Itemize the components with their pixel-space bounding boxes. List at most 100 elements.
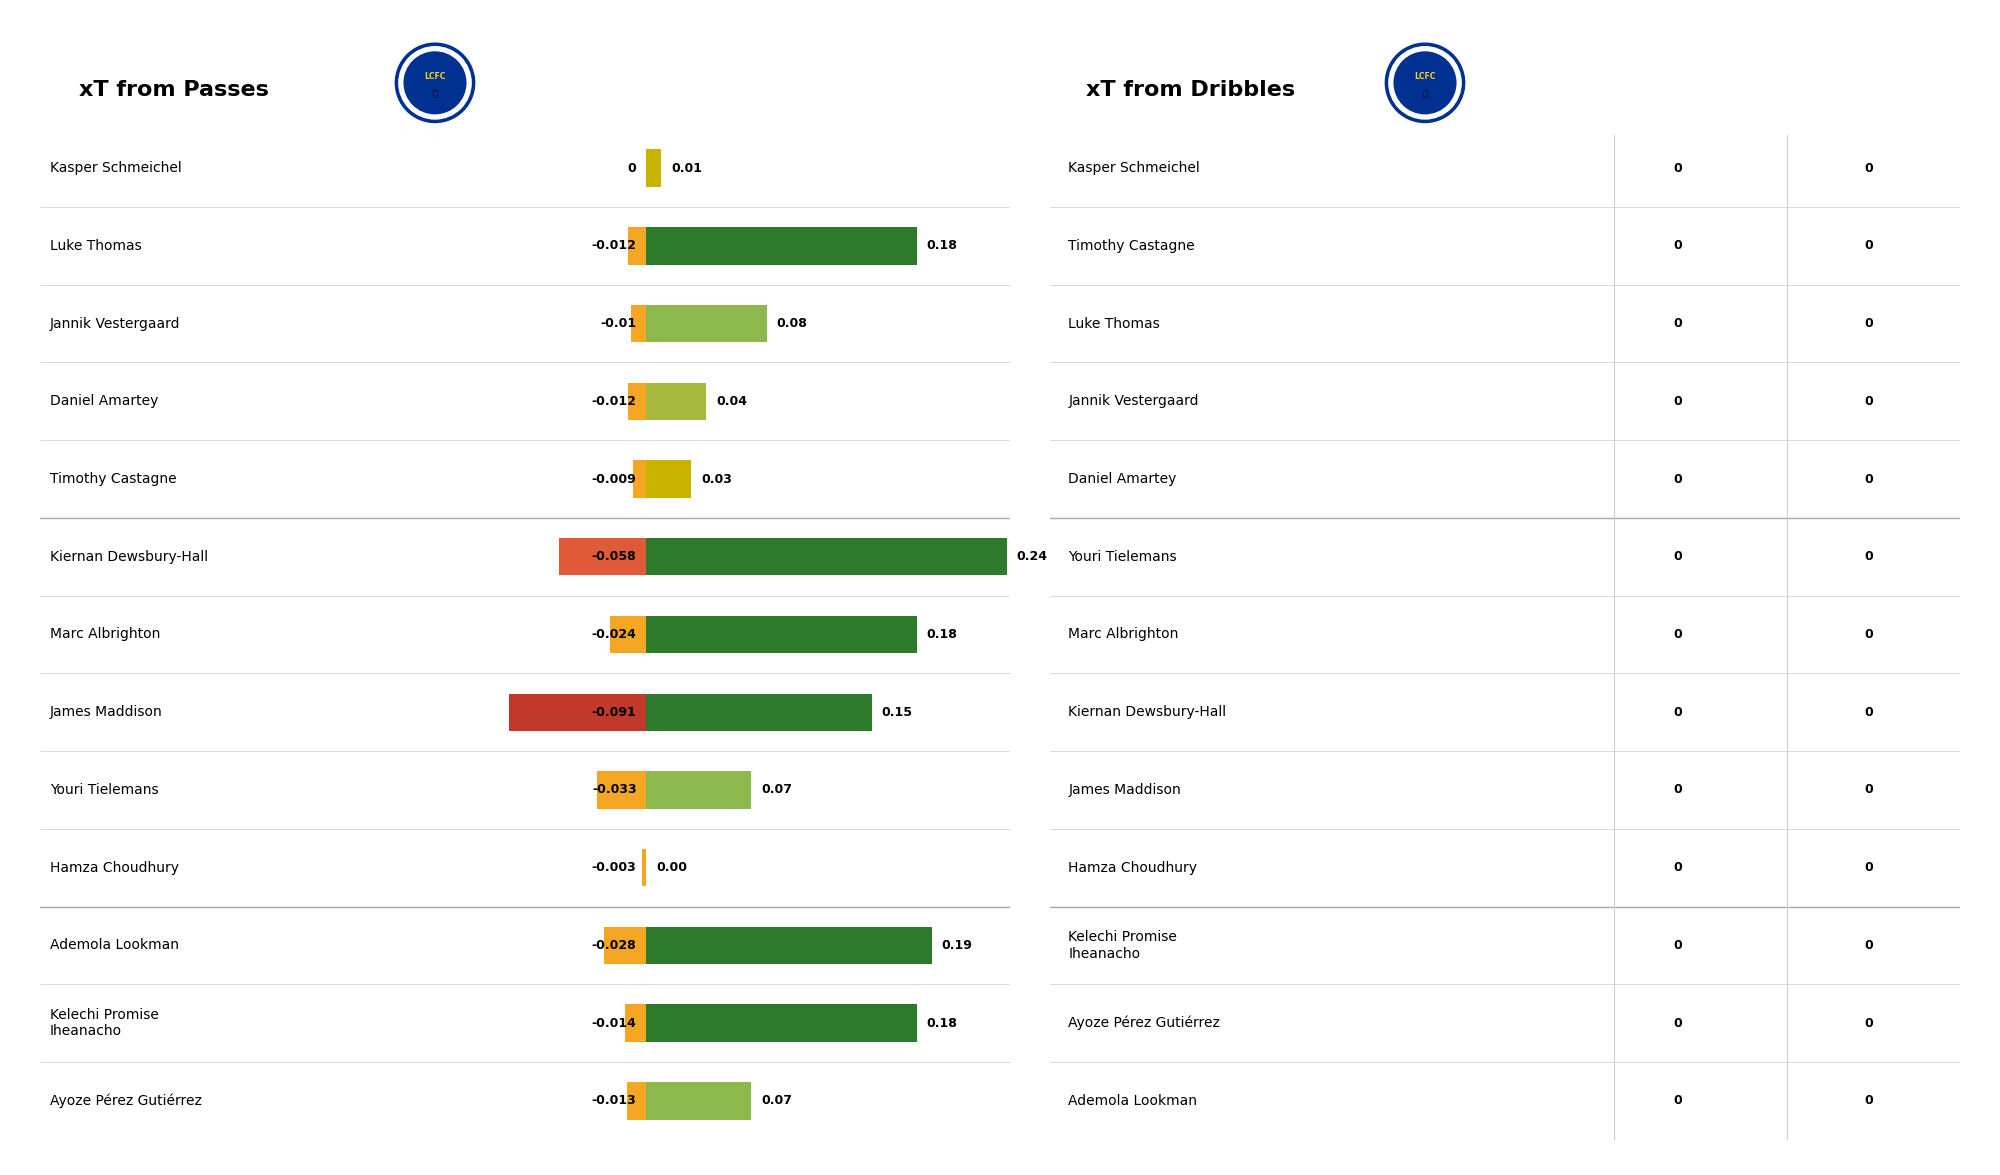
Text: Youri Tielemans: Youri Tielemans bbox=[1068, 550, 1176, 564]
Text: 0: 0 bbox=[1864, 627, 1874, 642]
Bar bbox=[646, 227, 916, 264]
Text: 0: 0 bbox=[628, 162, 636, 175]
Text: 0: 0 bbox=[1864, 550, 1874, 563]
Text: ⚽: ⚽ bbox=[432, 89, 438, 99]
Text: Daniel Amartey: Daniel Amartey bbox=[50, 395, 158, 408]
Bar bbox=[510, 693, 646, 731]
Circle shape bbox=[396, 43, 474, 122]
Text: Hamza Choudhury: Hamza Choudhury bbox=[50, 861, 178, 874]
Text: Ayoze Pérez Gutiérrez: Ayoze Pérez Gutiérrez bbox=[50, 1094, 202, 1108]
Bar bbox=[604, 927, 646, 964]
Text: Kasper Schmeichel: Kasper Schmeichel bbox=[1068, 161, 1200, 175]
Text: -0.033: -0.033 bbox=[592, 784, 636, 797]
Text: ⚽: ⚽ bbox=[1422, 89, 1428, 99]
Text: 0.08: 0.08 bbox=[776, 317, 808, 330]
FancyBboxPatch shape bbox=[20, 12, 1030, 1163]
Text: -0.024: -0.024 bbox=[592, 627, 636, 642]
Text: Luke Thomas: Luke Thomas bbox=[1068, 316, 1160, 330]
Bar bbox=[646, 383, 706, 419]
Bar bbox=[646, 616, 916, 653]
Text: Jannik Vestergaard: Jannik Vestergaard bbox=[50, 316, 180, 330]
Text: 0.18: 0.18 bbox=[926, 1016, 958, 1029]
Bar bbox=[626, 1082, 646, 1120]
Text: Marc Albrighton: Marc Albrighton bbox=[50, 627, 160, 642]
Bar bbox=[628, 383, 646, 419]
Bar bbox=[642, 850, 646, 886]
Text: 0: 0 bbox=[1674, 939, 1682, 952]
Text: 0: 0 bbox=[1674, 317, 1682, 330]
Text: -0.01: -0.01 bbox=[600, 317, 636, 330]
Text: 0.18: 0.18 bbox=[926, 240, 958, 253]
Text: 0: 0 bbox=[1674, 1094, 1682, 1107]
Text: 0: 0 bbox=[1674, 550, 1682, 563]
Text: 0: 0 bbox=[1864, 1094, 1874, 1107]
Text: Kiernan Dewsbury-Hall: Kiernan Dewsbury-Hall bbox=[1068, 705, 1226, 719]
Text: -0.028: -0.028 bbox=[592, 939, 636, 952]
Text: 0.00: 0.00 bbox=[656, 861, 686, 874]
Text: 0.07: 0.07 bbox=[762, 784, 792, 797]
Text: -0.012: -0.012 bbox=[592, 240, 636, 253]
Text: -0.003: -0.003 bbox=[592, 861, 636, 874]
Text: 0: 0 bbox=[1864, 395, 1874, 408]
Text: xT from Dribbles: xT from Dribbles bbox=[1086, 80, 1296, 100]
Bar bbox=[646, 927, 932, 964]
Circle shape bbox=[1394, 52, 1456, 114]
Text: 0: 0 bbox=[1674, 395, 1682, 408]
Text: 0.18: 0.18 bbox=[926, 627, 958, 642]
Text: Kelechi Promise
Iheanacho: Kelechi Promise Iheanacho bbox=[1068, 931, 1178, 960]
Text: Kiernan Dewsbury-Hall: Kiernan Dewsbury-Hall bbox=[50, 550, 208, 564]
Text: -0.012: -0.012 bbox=[592, 395, 636, 408]
Bar bbox=[632, 461, 646, 498]
Text: Marc Albrighton: Marc Albrighton bbox=[1068, 627, 1178, 642]
Text: Ademola Lookman: Ademola Lookman bbox=[1068, 1094, 1198, 1108]
Text: 0: 0 bbox=[1674, 1016, 1682, 1029]
Bar bbox=[646, 1005, 916, 1042]
Text: 0.15: 0.15 bbox=[882, 706, 912, 719]
Text: 0: 0 bbox=[1674, 472, 1682, 485]
Text: LCFC: LCFC bbox=[1414, 72, 1436, 81]
Bar bbox=[596, 771, 646, 808]
Circle shape bbox=[1386, 43, 1464, 122]
Text: Hamza Choudhury: Hamza Choudhury bbox=[1068, 861, 1198, 874]
Text: -0.091: -0.091 bbox=[592, 706, 636, 719]
Circle shape bbox=[404, 52, 466, 114]
Bar bbox=[626, 1005, 646, 1042]
Text: 0.19: 0.19 bbox=[942, 939, 972, 952]
Text: -0.013: -0.013 bbox=[592, 1094, 636, 1107]
Text: 0: 0 bbox=[1864, 240, 1874, 253]
Text: Jannik Vestergaard: Jannik Vestergaard bbox=[1068, 395, 1198, 408]
Text: 0.03: 0.03 bbox=[702, 472, 732, 485]
Bar bbox=[646, 306, 766, 342]
Text: Luke Thomas: Luke Thomas bbox=[50, 239, 142, 253]
Text: 0: 0 bbox=[1864, 1016, 1874, 1029]
Text: Daniel Amartey: Daniel Amartey bbox=[1068, 472, 1176, 486]
Text: Ayoze Pérez Gutiérrez: Ayoze Pérez Gutiérrez bbox=[1068, 1016, 1220, 1030]
Text: 0: 0 bbox=[1674, 706, 1682, 719]
Circle shape bbox=[1388, 47, 1462, 119]
Bar bbox=[632, 306, 646, 342]
Bar bbox=[646, 693, 872, 731]
Text: 0.07: 0.07 bbox=[762, 1094, 792, 1107]
Text: 0.24: 0.24 bbox=[1016, 550, 1048, 563]
Bar bbox=[646, 149, 662, 187]
Text: 0: 0 bbox=[1864, 784, 1874, 797]
Text: -0.058: -0.058 bbox=[592, 550, 636, 563]
Text: 0: 0 bbox=[1674, 861, 1682, 874]
Text: 0: 0 bbox=[1674, 240, 1682, 253]
Text: James Maddison: James Maddison bbox=[50, 705, 162, 719]
Text: 0.01: 0.01 bbox=[670, 162, 702, 175]
Text: -0.009: -0.009 bbox=[592, 472, 636, 485]
Text: 0: 0 bbox=[1674, 162, 1682, 175]
Text: 0: 0 bbox=[1864, 939, 1874, 952]
Bar bbox=[646, 771, 752, 808]
Bar bbox=[610, 616, 646, 653]
FancyBboxPatch shape bbox=[1030, 12, 1980, 1163]
Text: Kelechi Promise
Iheanacho: Kelechi Promise Iheanacho bbox=[50, 1008, 158, 1039]
Text: James Maddison: James Maddison bbox=[1068, 783, 1180, 797]
Text: 0: 0 bbox=[1864, 162, 1874, 175]
Text: 0: 0 bbox=[1674, 627, 1682, 642]
Text: 0: 0 bbox=[1864, 706, 1874, 719]
Text: Timothy Castagne: Timothy Castagne bbox=[50, 472, 176, 486]
Text: Ademola Lookman: Ademola Lookman bbox=[50, 939, 178, 953]
Text: LCFC: LCFC bbox=[424, 72, 446, 81]
